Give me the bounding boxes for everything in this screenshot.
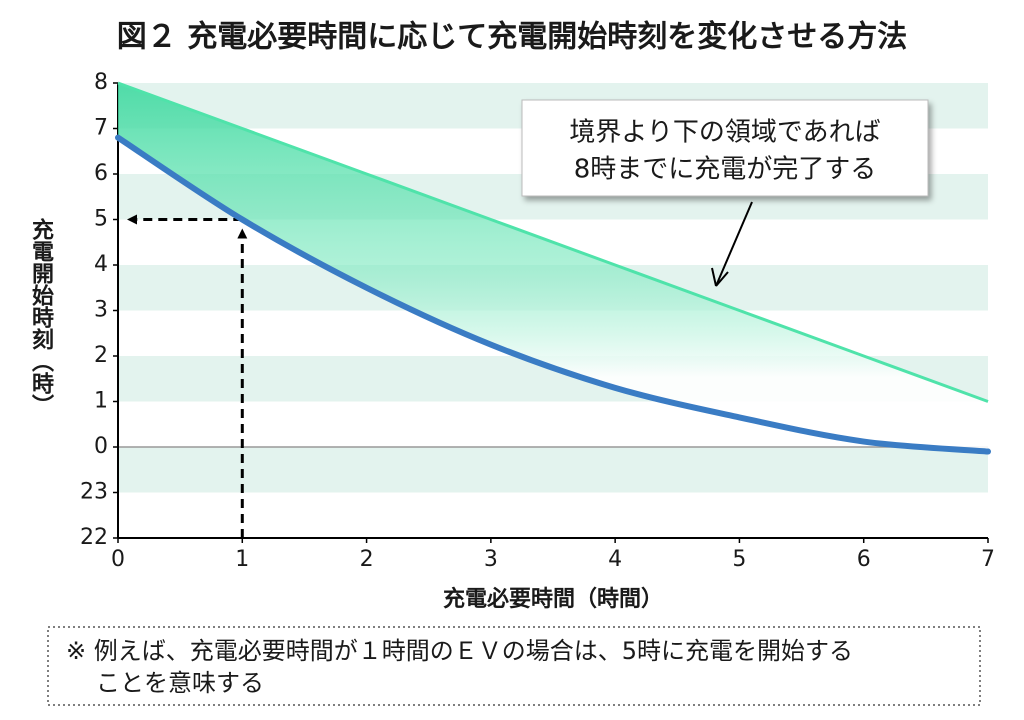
curve-line (115, 134, 991, 455)
y-tick-label: 2 (94, 343, 108, 368)
callout-arrowhead (711, 267, 729, 287)
x-tick-label: 4 (608, 547, 622, 572)
y-tick-label: 8 (94, 70, 108, 95)
x-axis-label: 充電必要時間（時間） (443, 586, 663, 612)
y-tick-label: 3 (94, 298, 108, 323)
plot (115, 81, 991, 539)
region-fill (118, 83, 988, 452)
x-tick-label: 7 (981, 547, 995, 572)
x-tick-label: 1 (235, 547, 249, 572)
x-tick-label: 0 (111, 547, 125, 572)
y-tick-label: 1 (94, 389, 108, 414)
band (118, 447, 988, 493)
x-tick-label: 6 (857, 547, 871, 572)
x-tick-label: 3 (484, 547, 498, 572)
note-text: ※ 例えば、充電必要時間が１時間のＥＶの場合は、5時に充電を開始する (66, 637, 853, 665)
callout-arrow (715, 201, 753, 287)
x-tick-label: 5 (732, 547, 746, 572)
y-tick-label: 23 (80, 480, 108, 505)
x-tick-label: 2 (360, 547, 374, 572)
callout-text: 8時までに充電が完了する (574, 155, 877, 185)
y-tick-label: 6 (94, 161, 108, 186)
boundary-line (117, 81, 989, 403)
y-tick-label: 7 (94, 116, 108, 141)
y-tick-label: 4 (94, 252, 108, 277)
y-tick-label: 5 (94, 207, 108, 232)
callout-text: 境界より下の領域であれば (569, 118, 880, 148)
y-tick-label: 0 (94, 434, 108, 459)
y-tick-label: 22 (80, 525, 108, 550)
note-box (47, 626, 981, 706)
y-axis-label: 充電開始時刻（時） (28, 217, 54, 416)
note-text: ことを意味する (96, 669, 264, 697)
callout-box (521, 99, 929, 197)
chart-title: 図２ 充電必要時間に応じて充電開始時刻を変化させる方法 (117, 20, 907, 55)
